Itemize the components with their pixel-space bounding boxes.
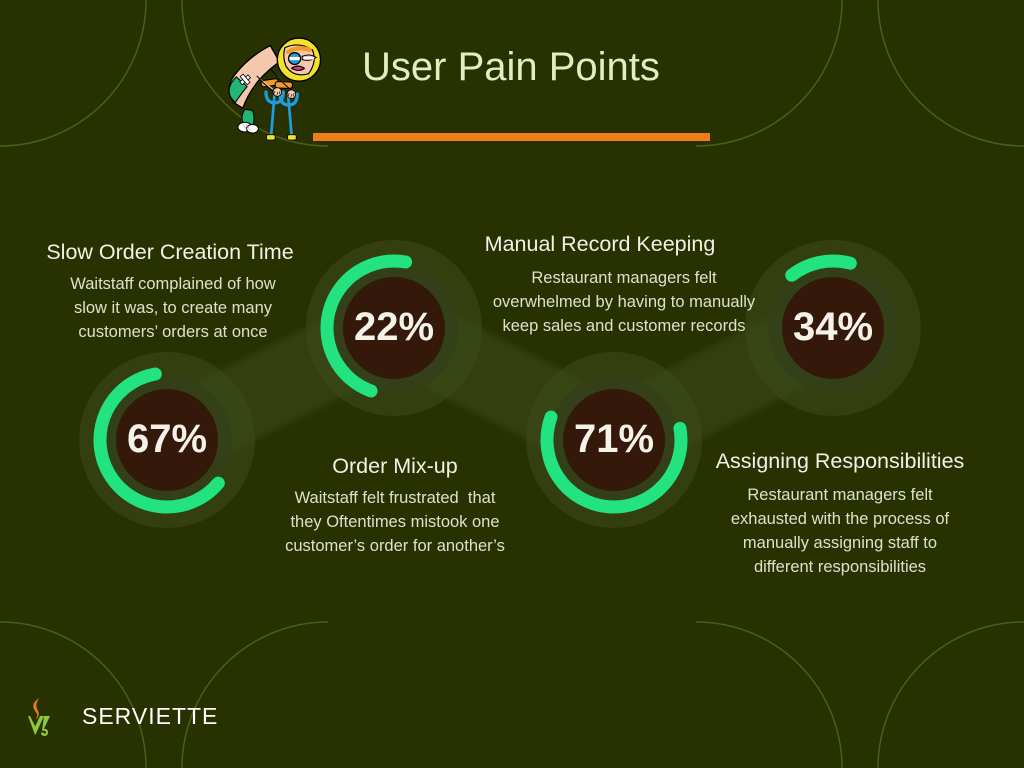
svg-text:67%: 67% (127, 417, 207, 461)
svg-text:34%: 34% (793, 305, 873, 349)
svg-text:71%: 71% (574, 417, 654, 461)
svg-text:22%: 22% (354, 305, 434, 349)
